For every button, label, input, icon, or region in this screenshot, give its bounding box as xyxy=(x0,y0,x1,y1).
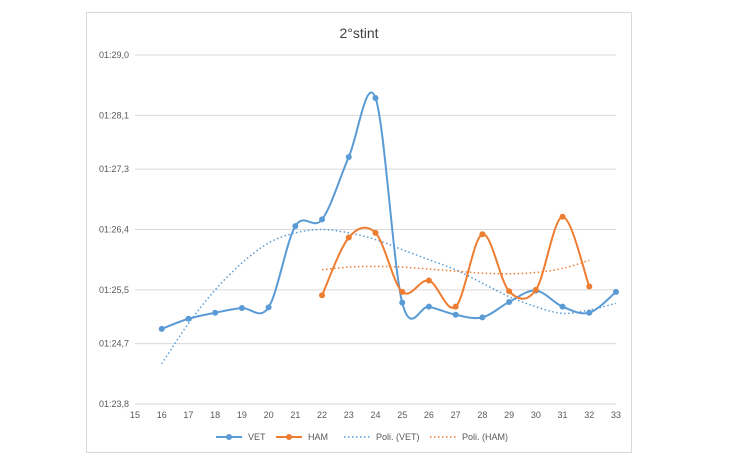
data-point-ham xyxy=(506,288,513,295)
x-tick-label: 29 xyxy=(504,410,514,420)
y-tick-label: 01:25,5 xyxy=(99,285,129,295)
x-tick-label: 17 xyxy=(183,410,193,420)
data-point-vet xyxy=(238,305,245,312)
data-point-ham xyxy=(319,292,326,299)
data-point-vet xyxy=(212,309,219,316)
data-point-ham xyxy=(479,231,486,238)
data-point-vet xyxy=(345,154,352,161)
trendline-poli-ham xyxy=(321,259,590,275)
data-point-vet xyxy=(372,94,379,101)
data-point-vet xyxy=(265,304,272,311)
series-lines xyxy=(158,91,619,365)
data-point-ham xyxy=(425,277,432,284)
y-axis-ticks: 01:23,8 01:24,7 01:25,5 01:26,4 01:27,3 01:28… xyxy=(99,50,129,409)
y-tick-label: 01:29,0 xyxy=(99,50,129,60)
x-tick-label: 21 xyxy=(290,410,300,420)
data-point-ham xyxy=(372,229,379,236)
x-tick-label: 25 xyxy=(397,410,407,420)
chart-frame xyxy=(86,12,632,453)
data-point-vet xyxy=(506,298,513,305)
data-point-vet xyxy=(613,288,619,295)
trendline-poli-vet xyxy=(161,228,617,365)
data-point-ham xyxy=(532,286,539,293)
legend-label: Poli. (VET) xyxy=(376,432,420,442)
x-tick-label: 16 xyxy=(157,410,167,420)
legend-marker xyxy=(286,434,292,440)
data-point-vet xyxy=(158,325,165,332)
x-tick-label: 22 xyxy=(317,410,327,420)
data-point-vet xyxy=(452,311,459,318)
legend: VET HAM Poli. (VET) Poli. (HAM) xyxy=(216,432,508,442)
legend-marker xyxy=(226,434,232,440)
x-tick-label: 15 xyxy=(130,410,140,420)
data-point-ham xyxy=(586,283,593,290)
x-tick-label: 31 xyxy=(558,410,568,420)
data-point-vet xyxy=(559,303,566,310)
x-tick-label: 26 xyxy=(424,410,434,420)
data-point-ham xyxy=(452,303,459,310)
chart-title: 2°stint xyxy=(339,25,378,41)
x-tick-label: 20 xyxy=(264,410,274,420)
data-point-ham xyxy=(399,288,406,295)
legend-item-vet: VET xyxy=(216,432,266,442)
data-point-ham xyxy=(559,213,566,220)
x-tick-label: 18 xyxy=(210,410,220,420)
line-vet xyxy=(161,91,617,330)
legend-item-ham: HAM xyxy=(276,432,328,442)
x-tick-label: 33 xyxy=(611,410,621,420)
x-axis-ticks: 15 16 17 18 19 20 21 22 23 24 25 26 27 28 29 30 31 32 33 xyxy=(130,410,621,420)
y-tick-label: 01:27,3 xyxy=(99,164,129,174)
data-point-vet xyxy=(479,314,486,321)
data-point-vet xyxy=(586,309,593,316)
data-point-vet xyxy=(425,303,432,310)
x-tick-label: 23 xyxy=(344,410,354,420)
x-tick-label: 19 xyxy=(237,410,247,420)
data-point-vet xyxy=(292,223,299,230)
series-vet xyxy=(158,91,619,332)
legend-item-poli-vet: Poli. (VET) xyxy=(344,432,420,442)
legend-label: HAM xyxy=(308,432,328,442)
legend-label: Poli. (HAM) xyxy=(462,432,508,442)
grid-lines xyxy=(135,54,616,405)
y-tick-label: 01:24,7 xyxy=(99,339,129,349)
x-tick-label: 30 xyxy=(531,410,541,420)
series-poli-vet xyxy=(161,228,617,365)
y-tick-label: 01:26,4 xyxy=(99,225,129,235)
legend-label: VET xyxy=(248,432,266,442)
y-tick-label: 01:23,8 xyxy=(99,399,129,409)
data-point-vet xyxy=(319,216,326,223)
series-ham xyxy=(319,213,593,310)
x-tick-label: 24 xyxy=(370,410,380,420)
x-tick-label: 32 xyxy=(584,410,594,420)
legend-item-poli-ham: Poli. (HAM) xyxy=(430,432,508,442)
x-tick-label: 27 xyxy=(451,410,461,420)
x-tick-label: 28 xyxy=(477,410,487,420)
y-tick-label: 01:28,1 xyxy=(99,110,129,120)
series-poli-ham xyxy=(321,259,590,275)
data-point-vet xyxy=(399,299,406,306)
data-point-ham xyxy=(345,234,352,241)
line-ham xyxy=(321,215,591,309)
data-point-vet xyxy=(185,315,192,322)
